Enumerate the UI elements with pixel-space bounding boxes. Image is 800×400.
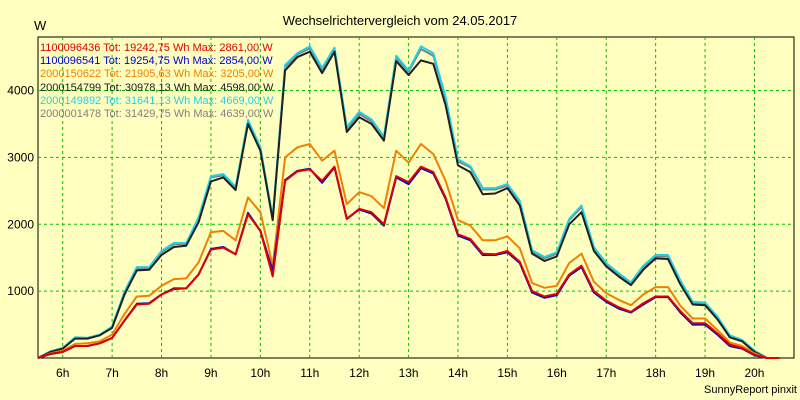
legend-entry-2000001478: 2000001478 Tot: 31429,75 Wh Max: 4639,00… — [40, 107, 274, 120]
x-tick-label: 8h — [155, 366, 168, 380]
legend-entry-1100096436: 1100096436 Tot: 19242,75 Wh Max: 2861,00… — [40, 42, 273, 54]
x-tick-label: 16h — [547, 366, 567, 380]
x-tick-label: 20h — [744, 366, 764, 380]
x-tick-label: 11h — [300, 366, 319, 380]
x-tick-label: 13h — [399, 366, 419, 380]
x-tick-label: 9h — [204, 366, 217, 380]
x-tick-label: 10h — [250, 366, 270, 380]
y-tick-label: 2000 — [7, 217, 34, 231]
legend-entry-2000154799: 2000154799 Tot: 30978,13 Wh Max: 4598,00… — [40, 81, 274, 94]
plot-frame — [37, 36, 795, 359]
series-line-2000150622 — [37, 143, 780, 359]
x-tick-label: 15h — [497, 366, 517, 380]
series-line-1100096436 — [37, 165, 780, 359]
y-tick-label: 3000 — [7, 150, 34, 164]
chart-title: Wechselrichtervergleich vom 24.05.2017 — [283, 13, 518, 28]
legend: 1100096436 Tot: 19242,75 Wh Max: 2861,00… — [40, 42, 273, 121]
footer-credit: SunnyReport pinxit — [704, 384, 797, 396]
x-tick-label: 18h — [646, 366, 666, 380]
legend-entry-2000150622: 2000150622 Tot: 21905,63 Wh Max: 3205,00… — [40, 68, 274, 81]
x-tick-label: 7h — [105, 366, 118, 380]
x-tick-label: 12h — [349, 366, 369, 380]
series-line-2000154799 — [37, 50, 780, 359]
x-tick-label: 19h — [695, 366, 715, 380]
x-tick-label: 17h — [596, 366, 616, 380]
y-axis-label: W — [34, 18, 47, 33]
y-tick-label: 1000 — [7, 284, 34, 298]
x-tick-label: 14h — [448, 366, 468, 380]
legend-entry-1100096541: 1100096541 Tot: 19254,75 Wh Max: 2854,00… — [40, 55, 273, 68]
legend-entry-2000149892: 2000149892 Tot: 31641,13 Wh Max: 4669,00… — [40, 94, 274, 107]
x-tick-label: 6h — [56, 366, 69, 380]
series-line-2000149892 — [37, 45, 780, 359]
y-tick-label: 4000 — [7, 84, 34, 98]
